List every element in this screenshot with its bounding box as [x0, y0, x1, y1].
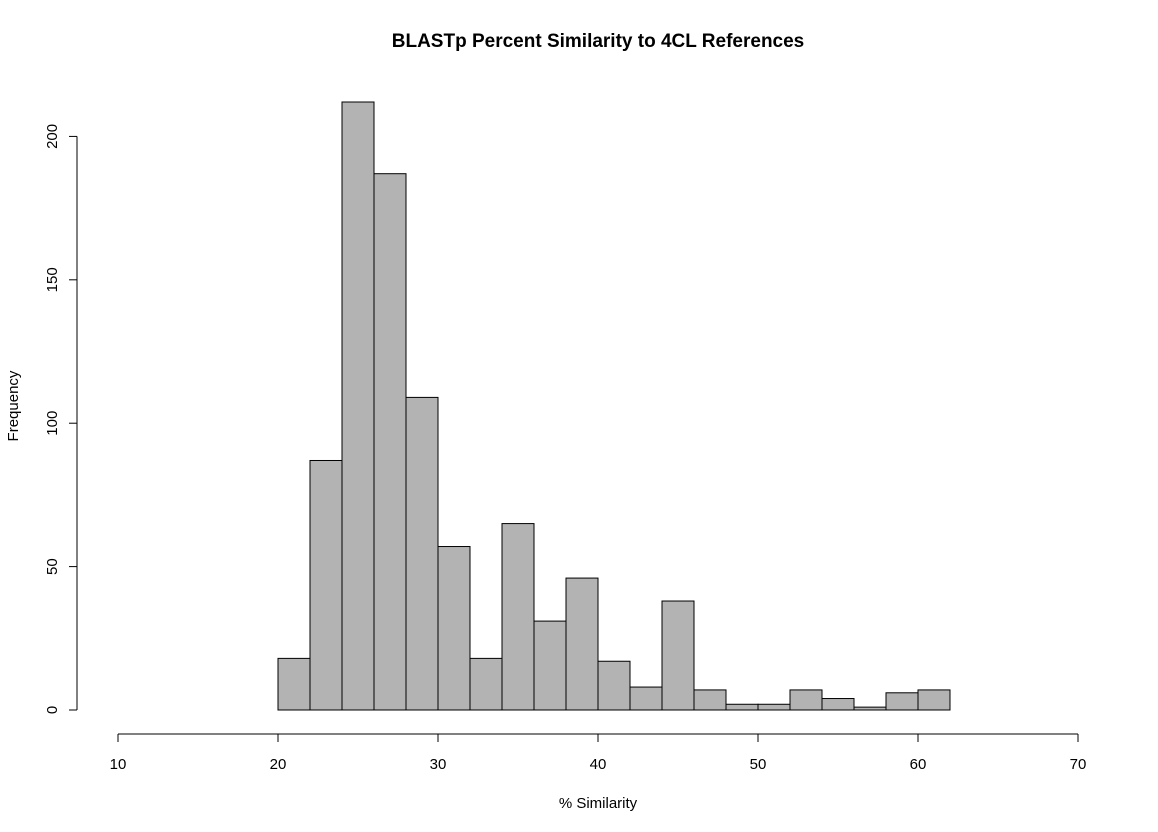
- histogram-bar-20-22: [277, 657, 311, 711]
- histogram-bar-48-50: [725, 703, 759, 711]
- y-tick-label-0: 0: [44, 706, 61, 714]
- histogram-bar-44-46: [661, 600, 695, 711]
- x-tick-label-20: 20: [270, 756, 287, 773]
- x-axis: 10 20 30 40 50 60 70: [110, 733, 1087, 773]
- x-tick-label-10: 10: [110, 756, 127, 773]
- x-tick-label-30: 30: [430, 756, 447, 773]
- histogram-bar-30-32: [437, 546, 471, 711]
- histogram-bar-28-30: [405, 396, 439, 711]
- y-tick-label-50: 50: [44, 558, 61, 575]
- histogram-bar-32-34: [469, 657, 503, 711]
- histogram-bar-50-52: [757, 703, 791, 711]
- histogram-bar-24-26: [341, 101, 375, 711]
- histogram-bar-46-48: [693, 689, 727, 711]
- x-tick-label-40: 40: [590, 756, 607, 773]
- histogram-bar-34-36: [501, 523, 535, 711]
- histogram-bars: [277, 101, 951, 711]
- x-tick-label-60: 60: [910, 756, 927, 773]
- y-tick-label-150: 150: [44, 267, 61, 292]
- x-tick-label-50: 50: [750, 756, 767, 773]
- chart-title: BLASTp Percent Similarity to 4CL Referen…: [392, 31, 805, 52]
- y-axis: 0 50 100 150 200: [44, 124, 78, 714]
- histogram-bar-40-42: [597, 660, 631, 711]
- y-axis-label: Frequency: [5, 370, 22, 441]
- x-axis-label: % Similarity: [559, 795, 638, 812]
- histogram-bar-22-24: [309, 459, 343, 711]
- histogram-bar-26-28: [373, 173, 407, 711]
- y-tick-label-100: 100: [44, 411, 61, 436]
- histogram-bar-60-62: [917, 689, 951, 711]
- histogram-bar-54-56: [821, 698, 855, 711]
- histogram-bar-56-58: [853, 706, 887, 711]
- y-tick-label-200: 200: [44, 124, 61, 149]
- x-tick-label-70: 70: [1070, 756, 1087, 773]
- histogram-bar-36-38: [533, 620, 567, 711]
- histogram-bar-58-60: [885, 692, 919, 711]
- histogram-bar-52-54: [789, 689, 823, 711]
- histogram-bar-42-44: [629, 686, 663, 711]
- histogram-bar-38-40: [565, 577, 599, 711]
